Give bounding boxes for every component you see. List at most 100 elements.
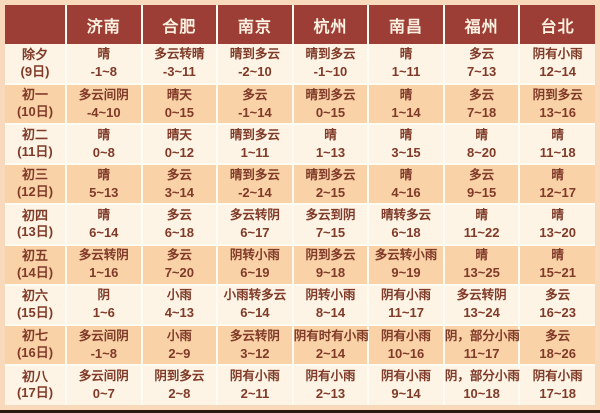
day-label: 初八 (17日) bbox=[5, 364, 67, 405]
weather-cell: 晴 15~21 bbox=[519, 244, 595, 286]
weather-cell: 阴有小雨 9~14 bbox=[368, 364, 445, 405]
weather-cell: 阴有小雨 11~17 bbox=[368, 284, 445, 326]
weather-cell: 多云转小雨 9~19 bbox=[368, 244, 445, 286]
temp-range: 17~18 bbox=[539, 386, 576, 402]
temp-range: 6~14 bbox=[240, 305, 270, 321]
weather-cell: 多云 -1~14 bbox=[217, 84, 294, 126]
weather-cell: 阴有小雨 2~13 bbox=[292, 364, 370, 405]
weather-cell: 多云间阴 -1~8 bbox=[66, 324, 143, 366]
day-name: 初四 bbox=[21, 207, 48, 223]
weather-condition: 晴 bbox=[399, 87, 413, 102]
table-row: 初一 (10日) 多云间阴 -4~10 晴天 0~15 多云 -1~14 晴到多云 0~15 晴 1~… bbox=[5, 84, 595, 126]
weather-cell: 晴 -1~8 bbox=[66, 44, 143, 86]
weather-cell: 晴 1~11 bbox=[368, 44, 445, 86]
temp-range: 8~20 bbox=[466, 144, 497, 160]
weather-condition: 多云 bbox=[469, 168, 495, 183]
weather-cell: 多云转阴 3~12 bbox=[217, 324, 294, 366]
city-header: 合肥 bbox=[141, 5, 219, 44]
day-label: 初一 (10日) bbox=[5, 84, 67, 126]
day-date: (16日) bbox=[16, 344, 54, 360]
table-row: 初八 (17日) 多云间阴 0~7 阴到多云 2~8 阴有小雨 2~11 阴有小雨 2~13 阴有小… bbox=[5, 364, 595, 405]
weather-cell: 晴 1~14 bbox=[368, 84, 445, 126]
weather-cell: 晴 1~13 bbox=[292, 124, 370, 166]
day-name: 初三 bbox=[21, 167, 48, 183]
weather-cell: 多云间阴 0~7 bbox=[66, 364, 143, 405]
temp-range: 1~14 bbox=[391, 104, 421, 120]
day-name: 初一 bbox=[21, 87, 48, 103]
weather-cell: 多云 7~13 bbox=[443, 44, 521, 86]
day-date: (10日) bbox=[16, 104, 54, 120]
weather-cell: 阴有时有小雨 2~14 bbox=[292, 324, 370, 366]
weather-cell: 多云 6~18 bbox=[141, 204, 219, 246]
day-name: 初二 bbox=[21, 127, 48, 143]
temp-range: 0~12 bbox=[164, 144, 194, 160]
weather-cell: 小雨 4~13 bbox=[141, 284, 219, 326]
day-label: 初七 (16日) bbox=[5, 324, 67, 366]
weather-cell: 阴有小雨 17~18 bbox=[519, 364, 595, 405]
weather-condition: 多云 bbox=[166, 168, 192, 183]
weather-condition: 多云间阴 bbox=[78, 369, 129, 384]
weather-condition: 多云 bbox=[166, 248, 192, 263]
weather-cell: 晴到多云 -1~10 bbox=[292, 44, 370, 86]
weather-cell: 晴到多云 2~15 bbox=[292, 164, 370, 206]
weather-cell: 阴到多云 2~8 bbox=[141, 364, 219, 405]
weather-condition: 晴到多云 bbox=[305, 168, 356, 183]
weather-condition: 阴有小雨 bbox=[381, 288, 432, 303]
temp-range: 1~11 bbox=[391, 64, 421, 80]
weather-condition: 晴 bbox=[475, 248, 488, 263]
weather-condition: 阴有小雨 bbox=[532, 369, 583, 384]
weather-condition: 阴到多云 bbox=[532, 87, 583, 102]
weather-condition: 多云 bbox=[545, 328, 571, 343]
weather-condition: 晴到多云 bbox=[229, 168, 280, 183]
table-row: 初五 (14日) 多云转阴 1~16 多云 7~20 阴转小雨 6~19 阴到多云 9~18 多云转… bbox=[5, 244, 595, 286]
weather-cell: 阴，部分小雨 10~18 bbox=[443, 364, 521, 405]
weather-condition: 晴 bbox=[324, 127, 337, 142]
city-header: 杭州 bbox=[292, 5, 370, 44]
weather-cell: 晴 13~20 bbox=[519, 204, 595, 246]
weather-condition: 阴有小雨 bbox=[381, 369, 432, 384]
weather-cell: 晴到多云 -2~14 bbox=[217, 164, 294, 206]
weather-cell: 晴 13~25 bbox=[443, 244, 521, 286]
weather-condition: 晴 bbox=[551, 248, 564, 263]
day-name: 除夕 bbox=[21, 46, 48, 62]
temp-range: 10~18 bbox=[463, 386, 500, 402]
city-header: 南昌 bbox=[368, 5, 445, 44]
weather-cell: 阴 1~6 bbox=[66, 284, 143, 326]
temp-range: 1~13 bbox=[315, 144, 346, 160]
weather-condition: 多云 bbox=[545, 288, 571, 303]
weather-cell: 晴到多云 -2~10 bbox=[217, 44, 294, 86]
weather-table: 济南 合肥 南京 杭州 南昌 福州 台北 除夕 (9日) 晴 -1~8 多云转晴 -3~11 晴到多云 -… bbox=[5, 5, 595, 405]
day-label: 初二 (11日) bbox=[5, 124, 67, 166]
day-name: 初八 bbox=[21, 368, 48, 384]
temp-range: -1~8 bbox=[90, 345, 117, 361]
weather-condition: 小雨 bbox=[166, 328, 192, 343]
weather-cell: 晴 8~20 bbox=[443, 124, 521, 166]
temp-range: 6~17 bbox=[240, 225, 270, 241]
temp-range: 0~15 bbox=[164, 104, 194, 120]
weather-condition: 阴 bbox=[97, 288, 111, 303]
weather-condition: 多云转阴 bbox=[229, 328, 280, 343]
temp-range: 15~21 bbox=[539, 265, 576, 281]
weather-condition: 多云转晴 bbox=[154, 47, 205, 62]
temp-range: 2~11 bbox=[240, 386, 270, 402]
weather-condition: 晴到多云 bbox=[305, 87, 356, 102]
temp-range: 2~13 bbox=[315, 386, 346, 402]
weather-condition: 多云转小雨 bbox=[374, 248, 438, 263]
weather-condition: 晴 bbox=[475, 208, 488, 223]
weather-cell: 阴转小雨 6~19 bbox=[217, 244, 294, 286]
temp-range: 12~17 bbox=[539, 185, 576, 201]
temp-range: -1~10 bbox=[313, 64, 348, 80]
temp-range: 2~15 bbox=[315, 185, 346, 201]
weather-condition: 晴 bbox=[399, 168, 413, 183]
weather-condition: 阴转小雨 bbox=[305, 288, 356, 303]
weather-condition: 晴 bbox=[399, 127, 413, 142]
day-date: (14日) bbox=[16, 264, 54, 280]
weather-condition: 阴转小雨 bbox=[229, 248, 280, 263]
day-date: (15日) bbox=[16, 304, 54, 320]
weather-cell: 多云转阴 13~24 bbox=[443, 284, 521, 326]
weather-condition: 晴 bbox=[97, 168, 111, 183]
temp-range: 4~13 bbox=[164, 305, 194, 321]
weather-cell: 晴 11~22 bbox=[443, 204, 521, 246]
temp-range: 7~13 bbox=[466, 64, 497, 80]
